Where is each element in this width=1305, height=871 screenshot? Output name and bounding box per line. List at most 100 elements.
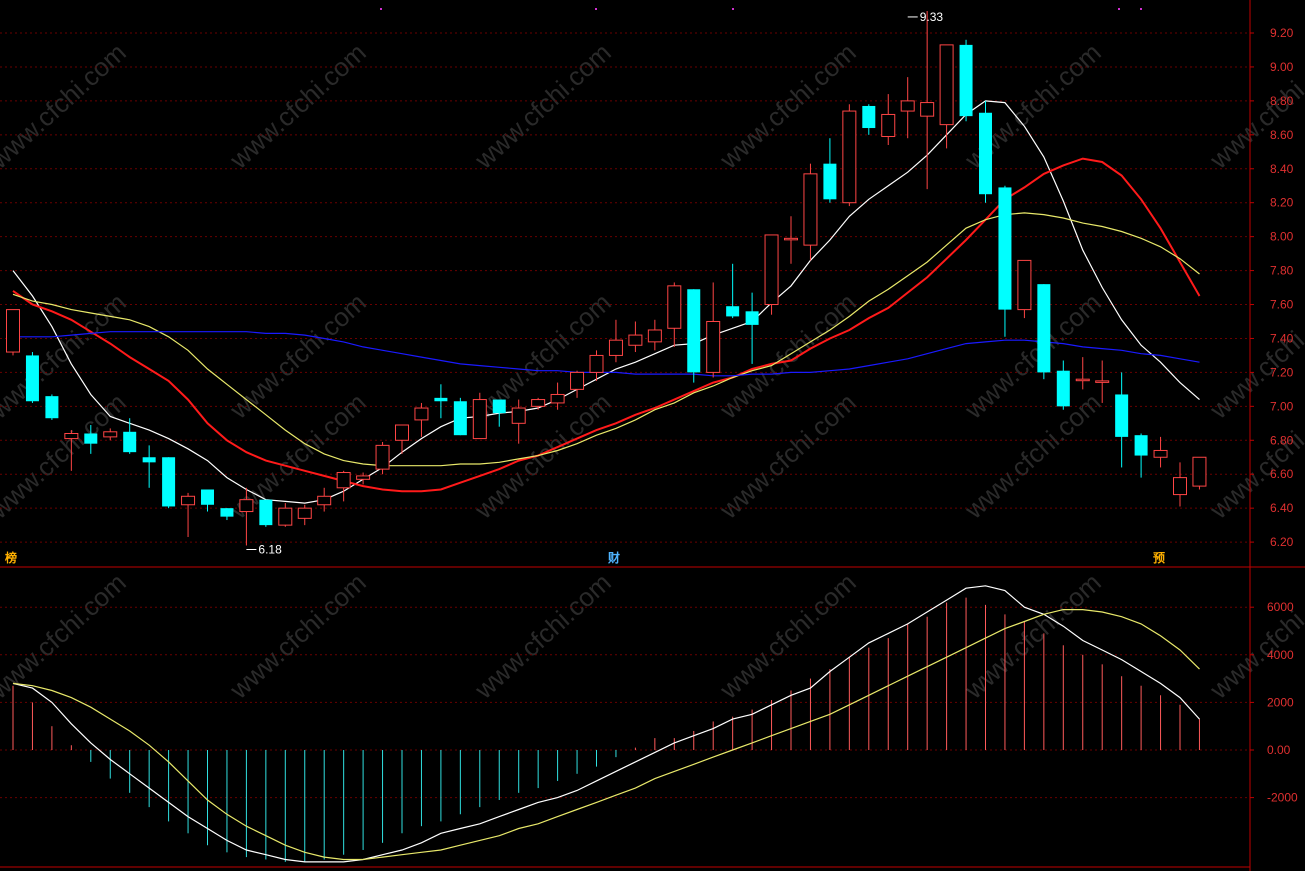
candlestick[interactable] [472, 392, 487, 440]
candlestick[interactable] [259, 499, 273, 527]
candlestick[interactable] [162, 457, 176, 509]
candlestick[interactable] [862, 104, 876, 135]
macd-tick-label: 6000 [1267, 600, 1294, 614]
candlestick[interactable] [356, 472, 371, 485]
candlestick[interactable] [745, 292, 759, 364]
candle-body [1173, 477, 1187, 496]
candle-body [103, 431, 118, 438]
candlestick[interactable] [1134, 433, 1148, 478]
candlestick[interactable] [959, 39, 973, 122]
high-price-label: 9.33 [920, 10, 944, 24]
candlestick[interactable] [278, 503, 293, 527]
candlestick[interactable] [45, 394, 59, 420]
candle-body [453, 401, 467, 436]
candlestick[interactable] [1115, 372, 1129, 468]
candle-body [84, 433, 98, 444]
macd-tick-label: 4000 [1267, 648, 1294, 662]
candlestick[interactable] [84, 425, 98, 454]
candlestick[interactable] [414, 402, 429, 437]
candle-body [64, 432, 79, 440]
candlestick[interactable] [667, 282, 682, 347]
candlestick[interactable] [1075, 357, 1090, 390]
candle-body [570, 371, 585, 390]
candlestick[interactable] [842, 104, 857, 207]
price-tick-label: 6.60 [1270, 467, 1294, 481]
candlestick[interactable] [220, 508, 234, 521]
candlestick[interactable] [336, 470, 351, 502]
candlestick[interactable] [570, 370, 585, 398]
candle-body [336, 472, 351, 489]
candle-body [608, 339, 623, 356]
candlestick[interactable] [1017, 259, 1032, 319]
candlestick[interactable] [687, 289, 701, 383]
candle-body [511, 407, 526, 424]
event-marker-right[interactable]: 预 [1153, 551, 1165, 565]
candle-body [1115, 394, 1129, 437]
candlestick[interactable] [726, 263, 740, 319]
candle-body [414, 407, 429, 421]
candlestick[interactable] [900, 77, 915, 139]
candlestick[interactable] [434, 384, 448, 419]
macd-line [12, 608, 1200, 861]
candle-body [784, 237, 798, 241]
candlestick[interactable] [979, 100, 992, 203]
candlestick[interactable] [201, 489, 214, 512]
candlestick[interactable] [64, 430, 79, 471]
candlestick[interactable] [881, 94, 896, 146]
candlestick[interactable] [647, 319, 662, 351]
candlestick[interactable] [492, 399, 506, 427]
candlestick[interactable] [6, 309, 20, 356]
price-tick-label: 9.00 [1270, 60, 1294, 74]
candlestick[interactable] [550, 382, 565, 410]
candlestick[interactable] [706, 282, 721, 378]
candlestick[interactable] [1192, 456, 1207, 490]
candle-body [726, 306, 740, 317]
candlestick[interactable] [142, 445, 156, 488]
candle-body [1037, 284, 1051, 373]
moving-average-line [13, 331, 1200, 377]
candlestick[interactable] [998, 185, 1012, 337]
price-tick-label: 7.60 [1270, 298, 1294, 312]
candlestick[interactable] [317, 487, 332, 512]
candlestick[interactable] [103, 428, 118, 441]
candle-body [278, 507, 293, 526]
candlestick[interactable] [239, 487, 254, 546]
candlestick[interactable] [608, 319, 623, 363]
candlestick[interactable] [1056, 360, 1070, 410]
event-marker-middle[interactable]: 财 [607, 550, 620, 565]
candlestick[interactable] [764, 234, 779, 315]
candlestick[interactable] [1095, 360, 1110, 403]
candlestick[interactable] [803, 163, 818, 261]
top-dot-marker [595, 8, 597, 10]
candlestick[interactable] [1173, 462, 1187, 507]
candlestick[interactable] [375, 441, 390, 475]
price-tick-label: 7.40 [1270, 331, 1294, 345]
candle-body [25, 355, 39, 402]
candlestick[interactable] [453, 397, 467, 436]
candlestick[interactable] [181, 492, 196, 538]
watermark-text: www.cfchi.com [713, 567, 862, 705]
candlestick[interactable] [1037, 284, 1051, 380]
candlestick[interactable] [395, 424, 409, 454]
event-markers: 榜 财 预 [5, 550, 1165, 565]
event-marker-left[interactable]: 榜 [5, 550, 17, 565]
candlestick[interactable] [25, 352, 39, 403]
candlestick[interactable] [531, 397, 546, 410]
candle-body [628, 334, 643, 346]
candlestick[interactable] [939, 44, 954, 149]
candlestick[interactable] [511, 399, 526, 444]
candle-body [356, 475, 371, 480]
candle-body [395, 424, 409, 441]
candlestick[interactable] [628, 321, 643, 353]
candle-body [1192, 456, 1207, 487]
candlestick[interactable] [123, 418, 137, 454]
candlestick[interactable] [823, 138, 837, 203]
candlestick[interactable] [920, 10, 935, 190]
candlestick[interactable] [1153, 436, 1168, 468]
candlestick[interactable] [784, 216, 798, 264]
candlestick[interactable] [589, 350, 604, 381]
macd-tick-label: -2000 [1267, 791, 1298, 805]
candlestick[interactable] [297, 504, 312, 526]
candle-body [979, 112, 992, 195]
price-tick-label: 6.80 [1270, 433, 1294, 447]
